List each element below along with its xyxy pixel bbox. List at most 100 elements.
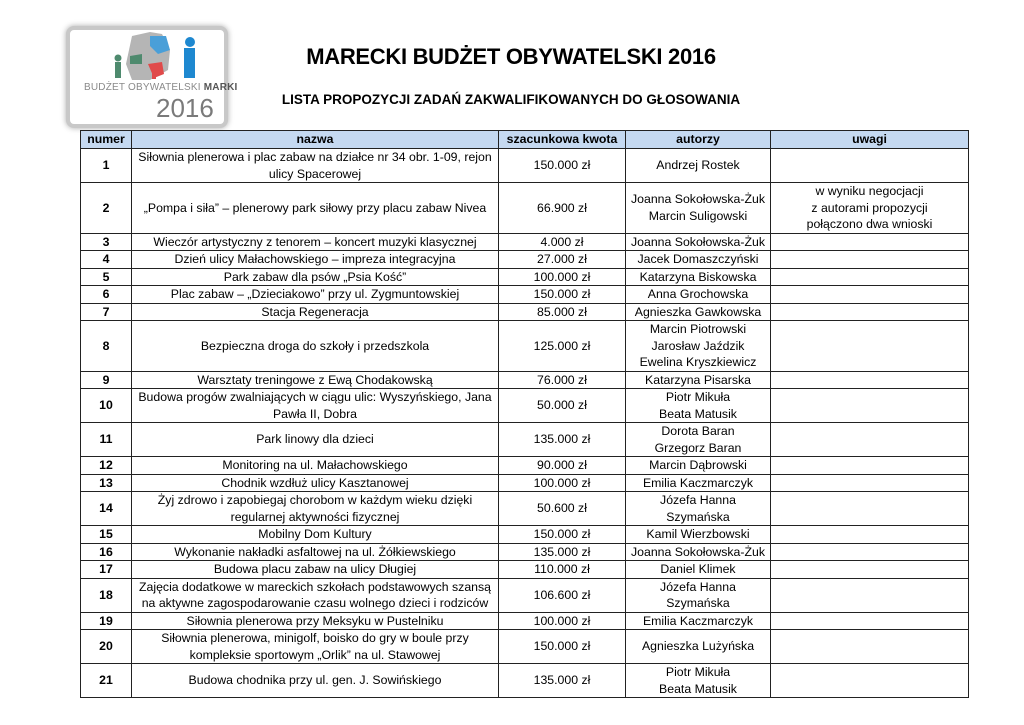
- cell-line: Żyj zdrowo i zapobiegaj chorobom w każdy…: [157, 493, 473, 507]
- cell-kwota: 150.000 zł: [498, 525, 626, 544]
- cell-line: Pawła II, Dobra: [272, 406, 358, 421]
- cell-line: Ewelina Kryszkiewicz: [639, 355, 757, 369]
- table-row: 9 Warsztaty treningowe z Ewą Chodakowską 7…: [80, 370, 969, 389]
- cell-uwagi: w wyniku negocjacji z autorami propozycji…: [770, 182, 969, 234]
- table-row: 1 Siłownia plenerowa i plac zabaw na dzia…: [80, 148, 969, 183]
- cell-kwota: 50.000 zł: [498, 388, 626, 423]
- cell-line: z autorami propozycji: [811, 200, 928, 215]
- cell-line: ulicy Spacerowej: [268, 166, 362, 181]
- cell-numer: 7: [80, 302, 132, 321]
- cell-line: Park linowy dla dzieci: [256, 432, 374, 447]
- cell-autorzy: Emilia Kaczmarczyk: [625, 473, 771, 492]
- cell-autorzy: Joanna Sokołowska-Żuk: [625, 232, 771, 251]
- cell-line: Budowa chodnika przy ul. gen. J. Sowińsk…: [188, 673, 442, 688]
- table-row: 12 Monitoring na ul. Małachowskiego 90.000…: [80, 456, 969, 475]
- cell-kwota: 27.000 zł: [498, 250, 626, 269]
- cell-autorzy: Jacek Domaszczyński: [625, 250, 771, 269]
- cell-kwota: 4.000 zł: [498, 232, 626, 251]
- cell-autorzy: Katarzyna Biskowska: [625, 267, 771, 286]
- cell-autorzy: Marcin Dąbrowski: [625, 456, 771, 475]
- cell-uwagi: [770, 148, 969, 183]
- logo-graphic: [114, 32, 195, 80]
- cell-kwota: 106.600 zł: [498, 577, 626, 613]
- cell-uwagi: [770, 542, 969, 561]
- cell-uwagi: [770, 232, 969, 251]
- cell-line: Dzień ulicy Małachowskiego – impreza int…: [174, 252, 456, 266]
- cell-nazwa: Żyj zdrowo i zapobiegaj chorobom w każdy…: [131, 491, 499, 526]
- cell-line: Beata Matusik: [659, 406, 737, 421]
- cell-line: Anna Grochowska: [647, 287, 749, 301]
- cell-autorzy: Marcin Piotrowski Jarosław Jaździk Ewelina…: [625, 320, 771, 372]
- cell-line: Józefa Hanna: [660, 579, 736, 594]
- table-row: 4 Dzień ulicy Małachowskiego – impreza in…: [80, 250, 969, 269]
- table-row: 6 Plac zabaw – „Dzieciakowo” przy ul. Zyg…: [80, 285, 969, 304]
- table-row: 14 Żyj zdrowo i zapobiegaj chorobom w każ…: [80, 491, 969, 526]
- cell-line: Joanna Sokołowska-Żuk: [631, 192, 765, 207]
- logo-text-main: BUDŻET OBYWATELSKI: [84, 82, 201, 93]
- cell-nazwa: Budowa progów zwalniających w ciągu ulic…: [131, 388, 499, 423]
- cell-nazwa: Siłownia plenerowa i plac zabaw na dział…: [131, 148, 499, 183]
- cell-uwagi: [770, 629, 969, 664]
- cell-numer: 6: [80, 285, 132, 304]
- cell-autorzy: Józefa Hanna Szymańska: [625, 577, 771, 613]
- cell-line: Emilia Kaczmarczyk: [642, 475, 753, 490]
- cell-nazwa: Plac zabaw – „Dzieciakowo” przy ul. Zygm…: [131, 285, 499, 304]
- cell-line: połączono dwa wnioski: [806, 217, 933, 231]
- cell-numer: 19: [80, 611, 132, 630]
- table-row: 10 Budowa progów zwalniających w ciągu ul…: [80, 388, 969, 423]
- cell-kwota: 85.000 zł: [498, 302, 626, 321]
- cell-kwota: 110.000 zł: [498, 560, 626, 579]
- logo-year: 2016: [156, 93, 214, 123]
- cell-line: Szymańska: [666, 596, 730, 610]
- cell-line: Joanna Sokołowska-Żuk: [631, 544, 765, 559]
- cell-line: Marcin Suligowski: [648, 208, 748, 223]
- cell-nazwa: Monitoring na ul. Małachowskiego: [131, 456, 499, 475]
- cell-line: w wyniku negocjacji: [815, 184, 924, 198]
- cell-line: Grzegorz Baran: [654, 440, 742, 455]
- cell-nazwa: Bezpieczna droga do szkoły i przedszkola: [131, 320, 499, 372]
- table-row: 20 Siłownia plenerowa, minigolf, boisko d…: [80, 629, 969, 664]
- cell-uwagi: [770, 302, 969, 321]
- cell-nazwa: Park zabaw dla psów „Psia Kość”: [131, 267, 499, 286]
- cell-nazwa: Budowa placu zabaw na ulicy Długiej: [131, 560, 499, 579]
- cell-nazwa: Budowa chodnika przy ul. gen. J. Sowińsk…: [131, 663, 499, 698]
- cell-nazwa: Zajęcia dodatkowe w mareckich szkołach p…: [131, 577, 499, 613]
- table-row: 11 Park linowy dla dzieci 135.000 zł Dorota…: [80, 422, 969, 457]
- table-row: 2 „Pompa i siła” – plenerowy park siłowy …: [80, 182, 969, 234]
- cell-uwagi: [770, 285, 969, 304]
- cell-numer: 13: [80, 473, 132, 492]
- column-header-kwota: szacunkowa kwota: [498, 130, 626, 149]
- cell-numer: 9: [80, 370, 132, 389]
- table-row: 16 Wykonanie nakładki asfaltowej na ul. Ż…: [80, 542, 969, 561]
- cell-kwota: 135.000 zł: [498, 663, 626, 698]
- cell-uwagi: [770, 525, 969, 544]
- cell-autorzy: Joanna Sokołowska-Żuk: [625, 542, 771, 561]
- cell-numer: 4: [80, 250, 132, 269]
- table-row: 3 Wieczór artystyczny z tenorem – koncert…: [80, 232, 969, 251]
- logo-text-bold: MARKI: [203, 82, 238, 93]
- cell-uwagi: [770, 267, 969, 286]
- cell-line: Wykonanie nakładki asfaltowej na ul. Żół…: [174, 544, 456, 559]
- cell-autorzy: Katarzyna Pisarska: [625, 370, 771, 389]
- cell-line: Budowa placu zabaw na ulicy Długiej: [213, 562, 417, 576]
- table-row: 13 Chodnik wzdłuż ulicy Kasztanowej 100.00…: [80, 473, 969, 492]
- proposals-table: numer nazwa szacunkowa kwota autorzy uwa…: [80, 130, 969, 698]
- cell-line: Siłownia plenerowa, minigolf, boisko do …: [161, 631, 469, 645]
- cell-nazwa: Stacja Regeneracja: [131, 302, 499, 321]
- table-row: 8 Bezpieczna droga do szkoły i przedszkol…: [80, 320, 969, 372]
- cell-autorzy: Kamil Wierzbowski: [625, 525, 771, 544]
- cell-autorzy: Piotr Mikuła Beata Matusik: [625, 663, 771, 698]
- cell-autorzy: Dorota Baran Grzegorz Baran: [625, 422, 771, 457]
- cell-nazwa: Siłownia plenerowa, minigolf, boisko do …: [131, 629, 499, 664]
- cell-nazwa: Mobilny Dom Kultury: [131, 525, 499, 544]
- table-row: 7 Stacja Regeneracja 85.000 zł Agnieszka Ga…: [80, 302, 969, 321]
- cell-numer: 3: [80, 232, 132, 251]
- column-header-autorzy: autorzy: [625, 130, 771, 149]
- cell-line: Piotr Mikuła: [665, 390, 731, 404]
- cell-line: Marcin Dąbrowski: [649, 458, 747, 472]
- cell-line: Piotr Mikuła: [665, 665, 731, 679]
- cell-line: Szymańska: [666, 509, 730, 524]
- cell-uwagi: [770, 422, 969, 457]
- cell-uwagi: [770, 388, 969, 423]
- cell-numer: 16: [80, 542, 132, 561]
